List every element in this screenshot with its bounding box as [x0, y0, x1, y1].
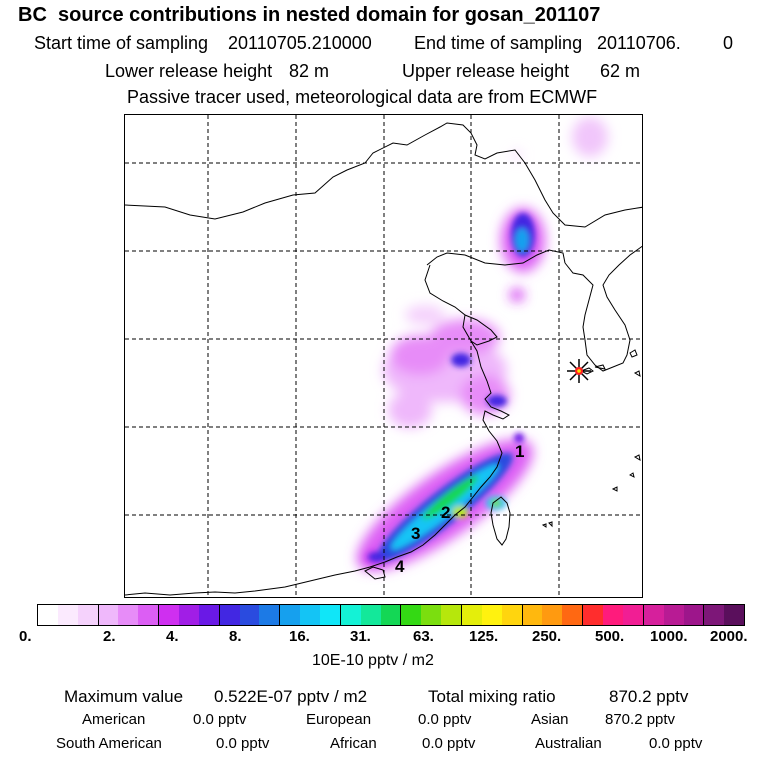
region-value: 0.0 pptv — [193, 711, 247, 728]
colorbar-swatch — [583, 605, 604, 625]
region-value: 0.0 pptv — [649, 735, 703, 752]
lat-lon-grid — [125, 115, 642, 597]
region-value: 0.0 pptv — [422, 735, 476, 752]
colorbar-tick: 0. — [19, 628, 32, 645]
colorbar-swatch — [481, 605, 502, 625]
colorbar-swatch — [57, 605, 78, 625]
map-canvas: 1 2 3 4 — [125, 115, 642, 597]
colorbar-swatch — [360, 605, 381, 625]
colorbar-tick: 125. — [469, 628, 499, 645]
colorbar-swatch — [622, 605, 644, 625]
max-value: 0.522E-07 pptv / m2 — [214, 687, 368, 706]
colorbar-swatch — [198, 605, 220, 625]
total-mixing-value: 870.2 pptv — [609, 687, 689, 706]
colorbar-tick: 4. — [166, 628, 179, 645]
colorbar-swatch — [401, 605, 422, 625]
colorbar-swatch — [724, 605, 745, 625]
colorbar-swatch — [179, 605, 199, 625]
colorbar-swatch — [219, 605, 240, 625]
colorbar-tick: 31. — [350, 628, 371, 645]
figure-title: BC source contributions in nested domain… — [18, 4, 601, 26]
colorbar-tick: 63. — [413, 628, 434, 645]
colorbar-swatch — [138, 605, 160, 625]
region-name: Australian — [535, 735, 602, 752]
region-name: South American — [56, 735, 162, 752]
colorbar-tick: 1000. — [650, 628, 688, 645]
upper-height-value: 62 m — [600, 61, 641, 81]
colorbar-swatch — [320, 605, 341, 625]
colorbar-swatch — [259, 605, 281, 625]
start-time-label: Start time of sampling — [34, 33, 209, 53]
colorbar-swatch — [380, 605, 402, 625]
colorbar-swatch — [159, 605, 180, 625]
source-label-3: 3 — [411, 524, 420, 543]
colorbar-tick: 500. — [595, 628, 625, 645]
colorbar-swatch — [118, 605, 139, 625]
max-value-label: Maximum value — [64, 687, 184, 706]
source-label-4: 4 — [395, 557, 405, 576]
colorbar-swatch — [542, 605, 563, 625]
colorbar-swatch — [239, 605, 260, 625]
star-marker-icon — [567, 359, 591, 383]
colorbar-swatch — [603, 605, 623, 625]
colorbar-swatch — [522, 605, 543, 625]
colorbar-swatch — [300, 605, 321, 625]
lower-height-value: 82 m — [289, 61, 330, 81]
colorbar-swatch — [77, 605, 99, 625]
region-value: 870.2 pptv — [605, 711, 676, 728]
region-name: African — [330, 735, 377, 752]
region-name: European — [306, 711, 372, 728]
lower-height-label: Lower release height — [105, 61, 273, 81]
colorbar-swatch — [98, 605, 119, 625]
tracer-note: Passive tracer used, meteorological data… — [127, 87, 598, 107]
colorbar — [37, 604, 745, 626]
colorbar-swatch — [280, 605, 301, 625]
colorbar-swatch — [501, 605, 523, 625]
colorbar-swatch — [683, 605, 705, 625]
colorbar-swatch — [663, 605, 684, 625]
region-value: 0.0 pptv — [216, 735, 270, 752]
end-time-suffix: 0 — [723, 33, 734, 53]
colorbar-tick: 2. — [103, 628, 116, 645]
colorbar-swatch — [441, 605, 463, 625]
total-mixing-label: Total mixing ratio — [428, 687, 556, 706]
colorbar-units: 10E-10 pptv / m2 — [312, 652, 434, 669]
start-time-value: 20110705.210000 — [228, 33, 372, 53]
colorbar-swatch — [562, 605, 584, 625]
colorbar-swatch — [462, 605, 482, 625]
plume-layer — [357, 117, 608, 571]
region-name: American — [82, 711, 146, 728]
colorbar-swatch — [421, 605, 442, 625]
region-value: 0.0 pptv — [418, 711, 472, 728]
colorbar-tick: 16. — [289, 628, 310, 645]
colorbar-swatch — [340, 605, 361, 625]
region-name: Asian — [531, 711, 569, 728]
source-label-1: 1 — [515, 442, 524, 461]
colorbar-tick: 8. — [229, 628, 242, 645]
colorbar-swatch — [704, 605, 725, 625]
end-time-value: 20110706. — [597, 33, 681, 53]
colorbar-tick: 250. — [532, 628, 562, 645]
source-label-2: 2 — [441, 503, 450, 522]
colorbar-tick: 2000. — [710, 628, 748, 645]
map-panel: 1 2 3 4 — [124, 114, 643, 598]
upper-height-label: Upper release height — [402, 61, 570, 81]
colorbar-swatch — [643, 605, 664, 625]
colorbar-swatch — [38, 605, 58, 625]
end-time-label: End time of sampling — [414, 33, 583, 53]
